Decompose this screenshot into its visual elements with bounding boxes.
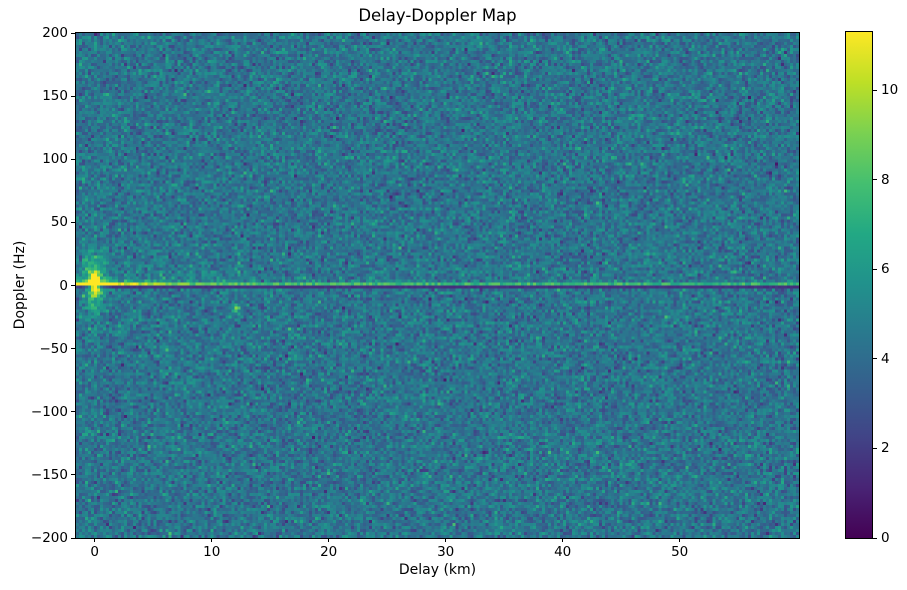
colorbar-tick-mark <box>873 268 877 270</box>
delay-doppler-heatmap <box>76 33 799 538</box>
plot-title: Delay-Doppler Map <box>358 6 517 25</box>
x-axis-label: Delay (km) <box>398 562 477 578</box>
y-tick-label: 100 <box>42 151 68 168</box>
plot-frame <box>75 32 800 539</box>
y-tick-mark <box>71 95 75 97</box>
x-tick-label: 20 <box>320 544 338 560</box>
y-tick-mark <box>71 474 75 476</box>
x-tick-label: 40 <box>554 544 572 560</box>
y-tick-label: 150 <box>42 88 68 105</box>
x-tick-mark <box>328 538 330 542</box>
colorbar-tick-label: 4 <box>881 350 890 367</box>
colorbar-tick-label: 2 <box>881 440 890 457</box>
colorbar-tick-mark <box>873 537 877 539</box>
y-tick-mark <box>71 221 75 223</box>
x-tick-label: 50 <box>671 544 689 560</box>
colorbar-tick-label: 10 <box>881 82 899 99</box>
x-tick-mark <box>562 538 564 542</box>
x-tick-label: 0 <box>90 544 99 560</box>
y-axis-label: Doppler (Hz) <box>12 240 28 330</box>
colorbar <box>845 31 873 539</box>
y-tick-mark <box>71 411 75 413</box>
y-tick-mark <box>71 285 75 286</box>
y-tick-label: 50 <box>50 214 68 231</box>
y-tick-mark <box>71 537 75 539</box>
y-tick-label: −150 <box>30 466 68 483</box>
x-tick-mark <box>679 538 681 542</box>
x-tick-label: 30 <box>437 544 455 560</box>
y-tick-mark <box>71 32 75 34</box>
y-tick-label: −50 <box>39 340 69 357</box>
y-tick-mark <box>71 158 75 160</box>
x-tick-label: 10 <box>203 544 221 560</box>
colorbar-tick-label: 0 <box>881 530 890 546</box>
colorbar-tick-mark <box>873 89 877 91</box>
colorbar-tick-label: 6 <box>881 261 890 278</box>
colorbar-tick-mark <box>873 447 877 449</box>
colorbar-tick-mark <box>873 179 877 181</box>
y-tick-label: −100 <box>30 403 68 420</box>
y-tick-mark <box>71 348 75 350</box>
y-tick-label: 200 <box>42 25 68 41</box>
colorbar-tick-label: 8 <box>881 171 890 188</box>
colorbar-gradient <box>846 32 872 538</box>
colorbar-tick-mark <box>873 358 877 360</box>
x-tick-mark <box>94 538 96 542</box>
x-tick-mark <box>211 538 213 542</box>
y-tick-label: −200 <box>30 530 68 546</box>
x-tick-mark <box>445 538 447 542</box>
y-tick-label: 0 <box>59 277 68 294</box>
